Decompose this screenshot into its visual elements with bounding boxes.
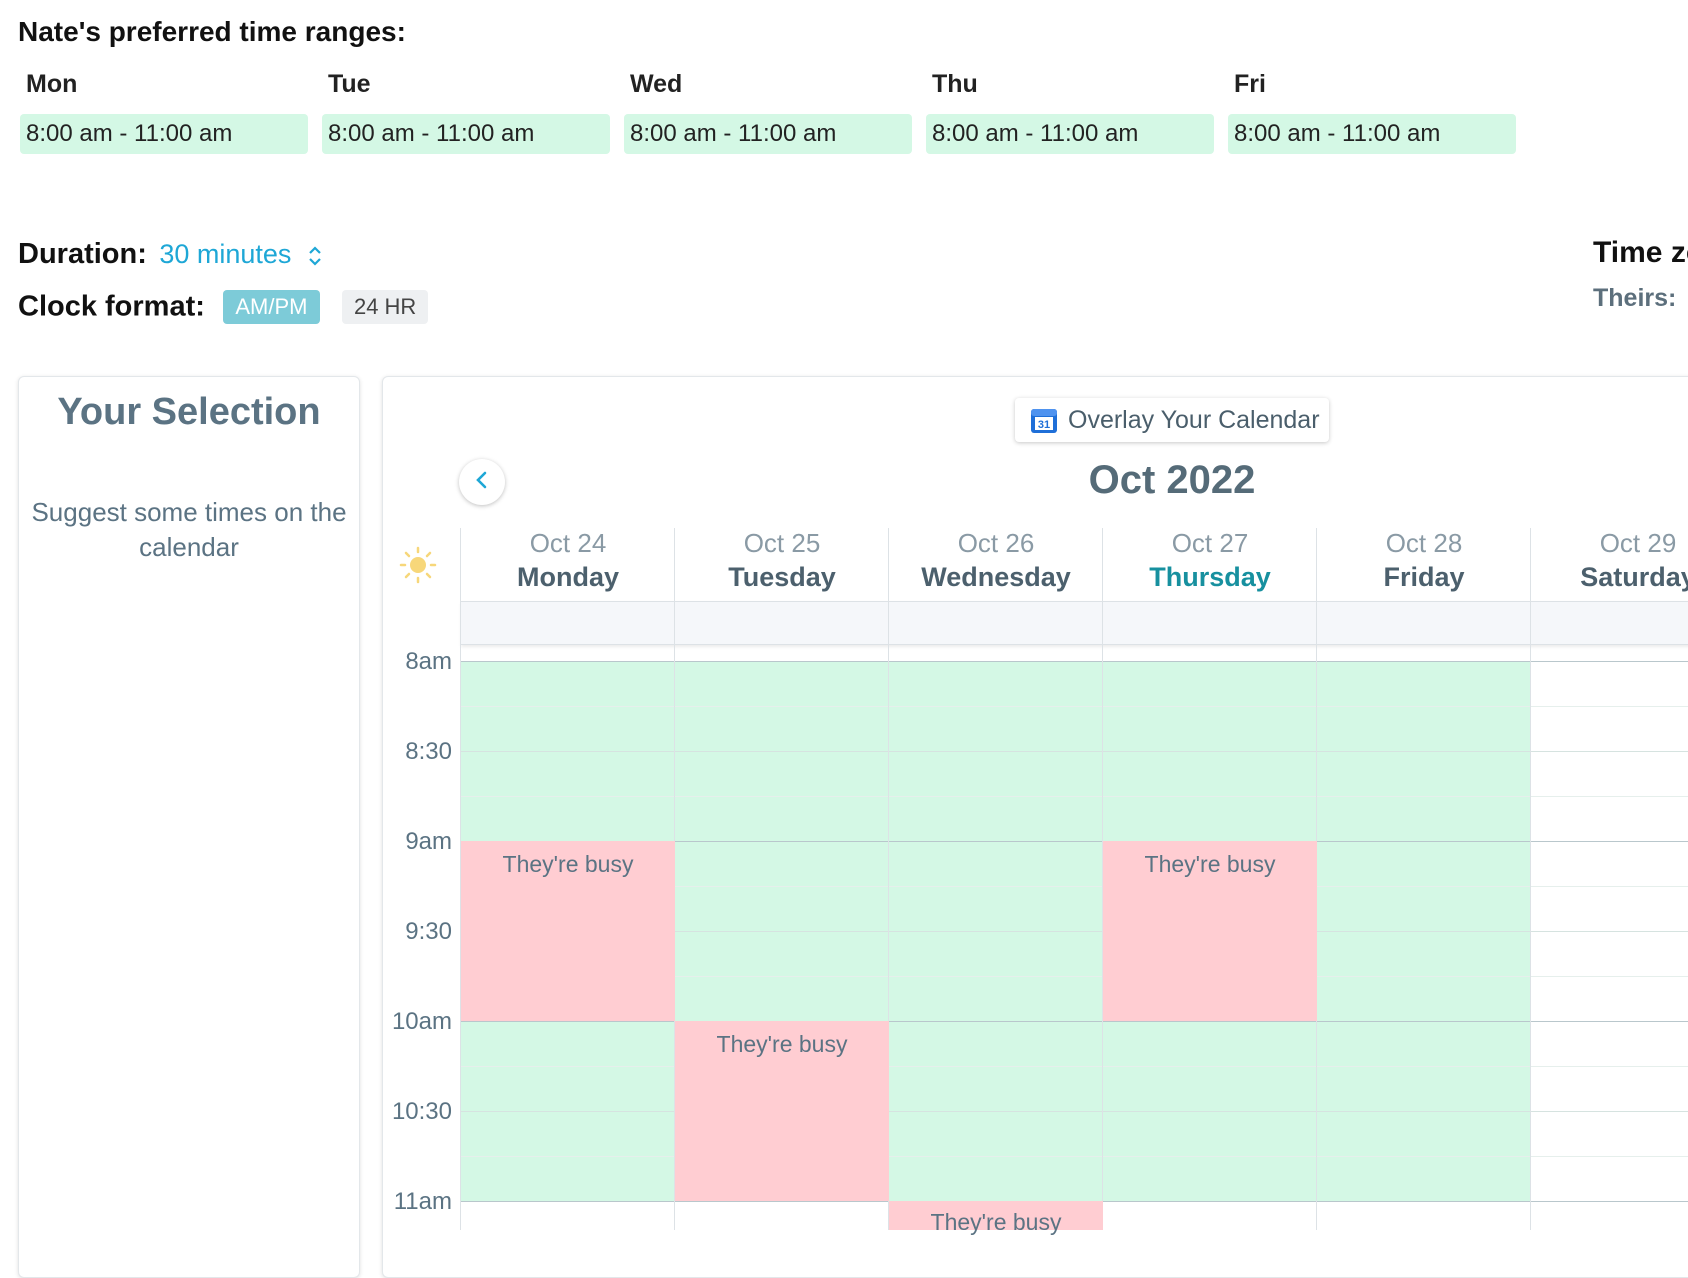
grid-line-hour xyxy=(461,1021,1688,1022)
time-label-8am: 8am xyxy=(405,648,452,675)
google-calendar-icon: 31 xyxy=(1030,406,1058,434)
day-header-oct-28: Oct 28 Friday xyxy=(1317,528,1531,593)
sun-icon xyxy=(398,545,438,585)
selection-hint: Suggest some times on the calendar xyxy=(31,497,347,562)
duration-row: Duration: 30 minutes xyxy=(18,238,322,273)
grid-line xyxy=(461,1156,1688,1157)
grid-column-divider xyxy=(460,528,461,1230)
column-weekday-today: Thursday xyxy=(1149,562,1271,592)
grid-line-hour xyxy=(461,661,1688,662)
busy-block: They're busy xyxy=(461,841,675,1021)
clock-format-24hr-toggle[interactable]: 24 HR xyxy=(341,290,429,324)
column-date: Oct 28 xyxy=(1385,528,1463,558)
grid-column-divider xyxy=(1530,528,1531,1230)
grid-line xyxy=(461,796,1688,797)
day-header-oct-25: Oct 25 Tuesday xyxy=(675,528,889,593)
grid-line xyxy=(461,931,1688,932)
timezone-theirs-label: Theirs: xyxy=(1593,284,1677,312)
grid-line xyxy=(461,976,1688,977)
column-date: Oct 25 xyxy=(743,528,821,558)
grid-column-divider xyxy=(888,528,889,1230)
preferred-day-mon: Mon 8:00 am - 11:00 am xyxy=(20,70,308,154)
column-date: Oct 24 xyxy=(529,528,607,558)
timezone-title: Time zo xyxy=(1593,236,1688,269)
all-day-row[interactable] xyxy=(461,601,1688,645)
time-label-10am: 10am xyxy=(391,1008,452,1035)
time-range: 8:00 am - 11:00 am xyxy=(624,114,912,154)
day-name: Wed xyxy=(630,70,683,98)
busy-block: They're busy xyxy=(675,1021,889,1201)
previous-week-button[interactable] xyxy=(459,459,505,505)
day-header-oct-27: Oct 27 Thursday xyxy=(1103,528,1317,593)
overlay-calendar-button[interactable]: 31 Overlay Your Calendar xyxy=(1015,398,1329,442)
your-selection-panel: Your Selection Suggest some times on the… xyxy=(18,376,360,1278)
day-name: Tue xyxy=(328,70,371,98)
preferred-day-fri: Fri 8:00 am - 11:00 am xyxy=(1228,70,1516,154)
day-name: Thu xyxy=(932,70,978,98)
overlay-calendar-label: Overlay Your Calendar xyxy=(1068,405,1320,434)
column-date: Oct 29 xyxy=(1599,528,1677,558)
grid-line-hour xyxy=(461,841,1688,842)
time-label-930: 9:30 xyxy=(405,918,452,945)
your-selection-title: Your Selection xyxy=(57,391,321,433)
time-range: 8:00 am - 11:00 am xyxy=(20,114,308,154)
day-header-oct-24: Oct 24 Monday xyxy=(461,528,675,593)
time-range: 8:00 am - 11:00 am xyxy=(926,114,1214,154)
grid-line xyxy=(461,751,1688,752)
grid-column-divider xyxy=(1102,528,1103,1230)
column-weekday: Tuesday xyxy=(728,562,836,592)
preferred-ranges-title: Nate's preferred time ranges: xyxy=(18,16,406,47)
grid-line xyxy=(461,886,1688,887)
column-weekday: Wednesday xyxy=(921,562,1071,592)
time-range: 8:00 am - 11:00 am xyxy=(1228,114,1516,154)
time-label-9am: 9am xyxy=(405,828,452,855)
grid-line xyxy=(461,1111,1688,1112)
clock-format-row: Clock format: AM/PM 24 HR xyxy=(18,290,429,324)
clock-format-label: Clock format: xyxy=(18,290,205,323)
day-name: Fri xyxy=(1234,70,1266,98)
preferred-day-thu: Thu 8:00 am - 11:00 am xyxy=(926,70,1214,154)
grid-line xyxy=(461,706,1688,707)
chevron-left-icon xyxy=(475,470,489,495)
duration-label: Duration: xyxy=(18,238,147,270)
time-range: 8:00 am - 11:00 am xyxy=(322,114,610,154)
day-name: Mon xyxy=(26,70,78,98)
day-header-oct-26: Oct 26 Wednesday xyxy=(889,528,1103,593)
time-label-11am: 11am xyxy=(393,1188,452,1215)
time-label-1030: 10:30 xyxy=(391,1098,452,1125)
google-calendar-icon-date: 31 xyxy=(1038,419,1050,431)
clock-format-ampm-toggle[interactable]: AM/PM xyxy=(223,290,320,324)
grid-line xyxy=(461,1066,1688,1067)
preferred-day-tue: Tue 8:00 am - 11:00 am xyxy=(322,70,610,154)
column-date: Oct 27 xyxy=(1171,528,1249,558)
busy-block: They're busy xyxy=(1103,841,1317,1021)
chevron-up-down-icon[interactable] xyxy=(308,244,322,273)
column-weekday: Saturday xyxy=(1580,562,1688,592)
column-weekday: Monday xyxy=(516,562,619,592)
day-header-oct-29: Oct 29 Saturday xyxy=(1531,528,1688,593)
month-title: Oct 2022 xyxy=(1088,458,1256,502)
column-date: Oct 26 xyxy=(957,528,1035,558)
busy-block: They're busy xyxy=(889,1201,1103,1235)
column-weekday: Friday xyxy=(1383,562,1465,592)
duration-select[interactable]: 30 minutes xyxy=(159,239,292,269)
time-label-830: 8:30 xyxy=(405,738,452,765)
preferred-day-wed: Wed 8:00 am - 11:00 am xyxy=(624,70,912,154)
